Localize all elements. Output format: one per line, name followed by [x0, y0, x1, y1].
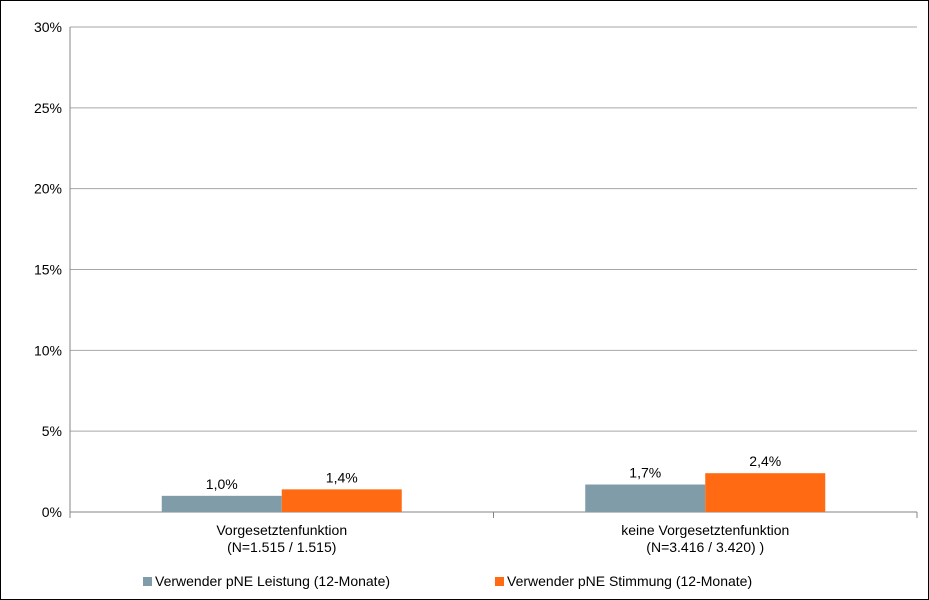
legend-swatch	[143, 577, 152, 586]
category-label: keine Vorgesetztenfunktion	[621, 522, 789, 538]
bar-1-1	[161, 495, 282, 512]
data-label: 1,0%	[206, 476, 238, 492]
category-label: (N=1.515 / 1.515)	[227, 539, 336, 555]
legend-label: Verwender pNE Leistung (12-Monate)	[155, 573, 390, 589]
y-tick-label: 5%	[42, 423, 62, 439]
bar-2-2	[705, 473, 826, 512]
y-tick-label: 20%	[34, 181, 62, 197]
y-tick-label: 25%	[34, 100, 62, 116]
data-label: 2,4%	[749, 453, 781, 469]
y-tick-label: 15%	[34, 262, 62, 278]
y-tick-label: 30%	[34, 19, 62, 35]
legend-swatch	[495, 577, 504, 586]
data-label: 1,7%	[629, 465, 661, 481]
bar-1-2	[585, 484, 706, 512]
bar-2-1	[281, 489, 402, 512]
y-tick-label: 10%	[34, 342, 62, 358]
category-label: (N=3.416 / 3.420) )	[646, 539, 764, 555]
category-label: Vorgesetztenfunktion	[216, 522, 347, 538]
y-tick-label: 0%	[42, 504, 62, 520]
legend-label: Verwender pNE Stimmung (12-Monate)	[507, 573, 752, 589]
data-label: 1,4%	[326, 469, 358, 485]
